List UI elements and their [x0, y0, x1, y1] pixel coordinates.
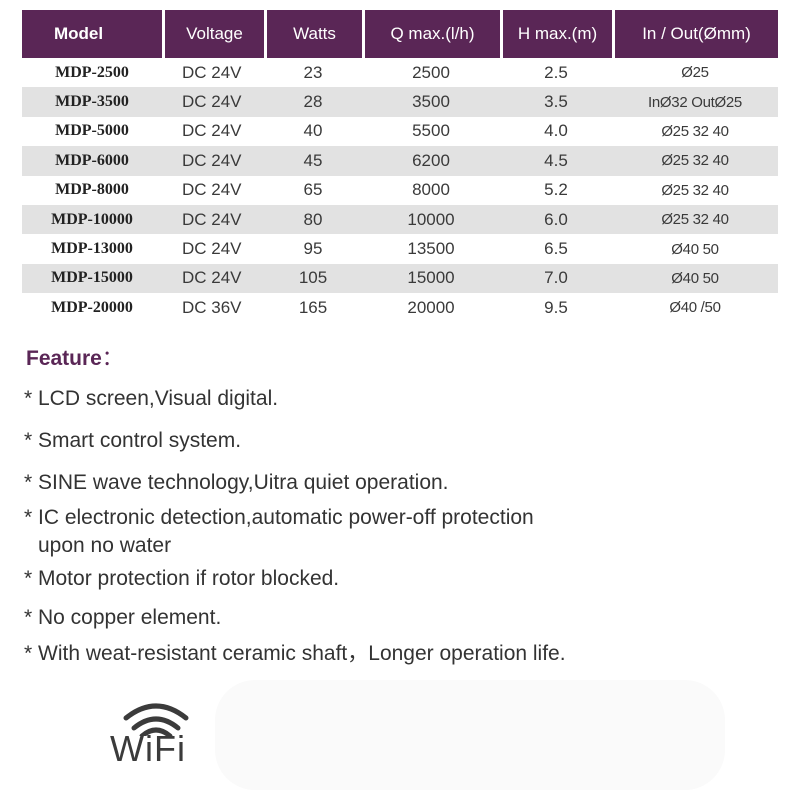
wifi-label: WiFi: [110, 728, 186, 769]
feature-title: Feature：: [26, 342, 123, 372]
cell-watts: 23: [303, 62, 323, 82]
background-glow: [215, 680, 725, 790]
feature-item: * Smart control system.: [24, 427, 241, 455]
cell-h-max: 6.0: [500, 204, 612, 235]
cell-h-max: 6.5: [544, 239, 568, 259]
cell-in-out: Ø40 50: [671, 240, 719, 258]
table-row: MDP-10000 DC 24V 80 10000 6.0 Ø25 32 40: [22, 204, 778, 235]
table-row: MDP-8000 DC 24V 65 8000 5.2 Ø25 32 40: [22, 176, 778, 205]
cell-watts: 45: [264, 146, 362, 176]
cell-model: MDP-13000: [51, 240, 133, 258]
cell-voltage: DC 24V: [162, 87, 264, 117]
cell-q-max: 13500: [407, 239, 455, 259]
cell-model: MDP-5000: [55, 122, 129, 140]
wifi-icon: [108, 696, 204, 772]
table-row: MDP-3500 DC 24V 28 3500 3.5 InØ32 OutØ25: [22, 87, 778, 117]
cell-voltage: DC 24V: [182, 121, 242, 141]
cell-model: MDP-8000: [55, 181, 129, 199]
table-row: MDP-5000 DC 24V 40 5500 4.0 Ø25 32 40: [22, 117, 778, 146]
cell-h-max: 9.5: [544, 297, 568, 317]
cell-in-out: Ø25 32 40: [661, 122, 729, 140]
feature-item-text: * SINE wave technology,Uitra quiet opera…: [24, 471, 449, 494]
cell-q-max: 5500: [412, 121, 450, 141]
feature-item: * No copper element.: [24, 604, 221, 632]
cell-watts: 28: [264, 87, 362, 117]
cell-voltage: DC 24V: [182, 239, 242, 259]
header-q-max: Q max.(l/h): [362, 10, 500, 58]
cell-in-out: Ø25 32 40: [661, 181, 729, 199]
header-watts: Watts: [264, 10, 362, 58]
cell-q-max: 8000: [412, 180, 450, 200]
feature-item-text: * No copper element.: [24, 606, 222, 629]
feature-item: * IC electronic detection,automatic powe…: [24, 504, 534, 560]
spec-table: Model Voltage Watts Q max.(l/h) H max.(m…: [22, 10, 778, 323]
feature-item: * With weat-resistant ceramic shaft，Long…: [24, 640, 566, 668]
cell-h-max: 5.2: [544, 180, 568, 200]
feature-item: * Motor protection if rotor blocked.: [24, 565, 339, 593]
feature-item-text: * Smart control system.: [24, 429, 242, 452]
table-header-row: Model Voltage Watts Q max.(l/h) H max.(m…: [22, 10, 778, 58]
header-model: Model: [22, 10, 162, 58]
table-body: MDP-2500 DC 24V 23 2500 2.5 Ø25 MDP-3500 DC 24V…: [22, 58, 778, 323]
cell-watts: 165: [298, 297, 328, 317]
cell-watts: 40: [303, 121, 323, 141]
feature-item-text: * Motor protection if rotor blocked.: [24, 567, 340, 590]
cell-in-out: Ø40 /50: [669, 299, 721, 317]
cell-h-max: 4.5: [500, 146, 612, 176]
cell-h-max: 3.5: [500, 87, 612, 117]
cell-in-out: Ø25: [681, 64, 709, 82]
cell-model: MDP-15000: [22, 263, 162, 294]
header-voltage: Voltage: [162, 10, 264, 58]
cell-voltage: DC 24V: [162, 204, 264, 235]
cell-model: MDP-10000: [22, 204, 162, 235]
cell-q-max: 6200: [362, 146, 500, 176]
cell-q-max: 2500: [412, 62, 450, 82]
feature-item-text: * IC electronic detection,automatic powe…: [24, 506, 534, 529]
feature-item-continuation: upon no water: [38, 534, 172, 557]
cell-voltage: DC 24V: [162, 146, 264, 176]
cell-model: MDP-2500: [55, 63, 129, 81]
cell-voltage: DC 36V: [182, 297, 242, 317]
cell-watts: 65: [303, 180, 323, 200]
cell-in-out: Ø25 32 40: [612, 204, 778, 235]
table-row: MDP-6000 DC 24V 45 6200 4.5 Ø25 32 40: [22, 146, 778, 176]
cell-in-out: Ø40 50: [612, 263, 778, 294]
cell-q-max: 20000: [407, 297, 455, 317]
cell-q-max: 10000: [362, 204, 500, 235]
cell-voltage: DC 24V: [182, 62, 242, 82]
feature-title-text: Feature: [26, 347, 102, 370]
cell-in-out: InØ32 OutØ25: [612, 87, 778, 117]
cell-voltage: DC 24V: [182, 180, 242, 200]
cell-h-max: 4.0: [544, 121, 568, 141]
cell-h-max: 2.5: [544, 62, 568, 82]
cell-watts: 95: [303, 239, 323, 259]
table-row: MDP-15000 DC 24V 105 15000 7.0 Ø40 50: [22, 263, 778, 294]
cell-h-max: 7.0: [500, 263, 612, 294]
table-row: MDP-13000 DC 24V 95 13500 6.5 Ø40 50: [22, 234, 778, 263]
feature-title-colon: ：: [101, 347, 123, 370]
feature-item-text: * LCD screen,Visual digital.: [24, 387, 279, 410]
header-in-out: In / Out(Ømm): [612, 10, 778, 58]
cell-model: MDP-3500: [22, 87, 162, 117]
feature-item: * SINE wave technology,Uitra quiet opera…: [24, 469, 449, 497]
cell-in-out: Ø25 32 40: [612, 146, 778, 176]
table-row: MDP-20000 DC 36V 165 20000 9.5 Ø40 /50: [22, 293, 778, 322]
cell-model: MDP-20000: [51, 298, 133, 316]
header-h-max: H max.(m): [500, 10, 612, 58]
cell-q-max: 15000: [362, 263, 500, 294]
cell-voltage: DC 24V: [162, 263, 264, 294]
cell-q-max: 3500: [362, 87, 500, 117]
table-row: MDP-2500 DC 24V 23 2500 2.5 Ø25: [22, 58, 778, 87]
cell-watts: 80: [264, 204, 362, 235]
feature-item: * LCD screen,Visual digital.: [24, 385, 278, 413]
feature-item-text: * With weat-resistant ceramic shaft，Long…: [24, 642, 566, 665]
cell-model: MDP-6000: [22, 146, 162, 176]
cell-watts: 105: [264, 263, 362, 294]
